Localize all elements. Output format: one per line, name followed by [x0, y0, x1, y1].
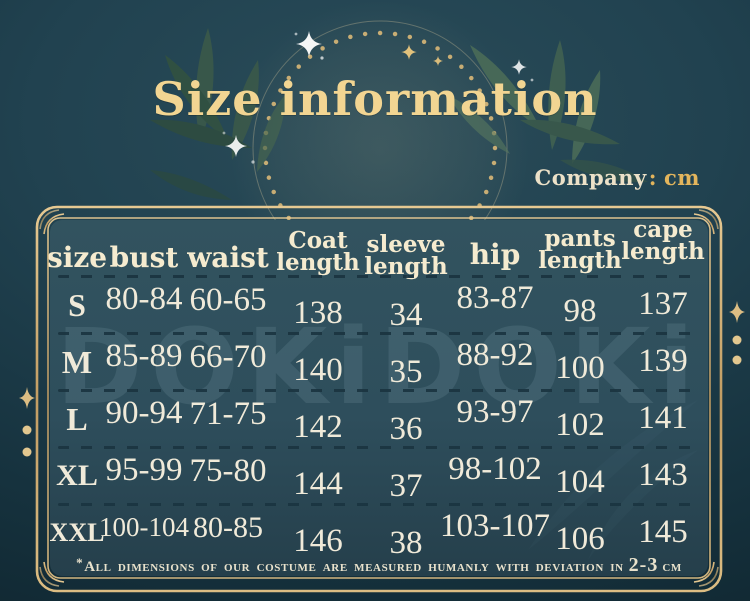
company-label: Company [534, 165, 647, 190]
measurement-unit-note: Company: cm [535, 165, 700, 190]
header-cell-hip: hip [469, 237, 521, 271]
table-cell: 83-87 [456, 279, 534, 316]
page-title: Size information [152, 72, 598, 126]
size-label-cell: M [61, 343, 93, 380]
table-cell: 100 [555, 349, 605, 386]
table-cell: 145 [638, 513, 688, 550]
side-ornament [19, 208, 35, 591]
unit-label: cm [663, 165, 700, 190]
table-row: L 90-94 71-75 142 36 93-97 102 141 [50, 392, 708, 447]
table-cell: 137 [638, 285, 688, 322]
deviation-value: 2-3 [628, 554, 659, 576]
size-label-cell: XXL [49, 518, 105, 547]
table-cell: 139 [638, 342, 688, 379]
table-cell: 90-94 [105, 394, 183, 431]
table-cell: 98-102 [448, 450, 542, 487]
header-cell-bust: bust [109, 240, 179, 274]
side-ornament [729, 208, 745, 591]
table-body: S 80-84 60-65 138 34 83-87 98 137 M 85-89 66-70 140… [49, 275, 708, 561]
size-table: size bust waist Coat length sleeve length … [46, 218, 708, 561]
table-cell: 104 [555, 463, 605, 500]
header-cell-waist: waist [187, 240, 269, 274]
footer-unit: cm [662, 559, 682, 575]
table-cell: 98 [563, 292, 597, 329]
header-cell-pants-length: pants length [538, 224, 622, 275]
size-label-cell: L [66, 400, 88, 437]
table-cell: 75-80 [189, 452, 267, 489]
size-label-cell: S [68, 286, 86, 323]
header-cell-size: size [46, 240, 108, 274]
table-cell: 88-92 [456, 336, 534, 373]
footer-note: *All dimensions of our costume are measu… [50, 554, 708, 577]
table-cell: 85-89 [105, 337, 183, 374]
colon: : [648, 165, 657, 190]
table-row: S 80-84 60-65 138 34 83-87 98 137 [50, 278, 708, 333]
table-cell: 60-65 [189, 281, 267, 318]
footer-text: All dimensions of our costume are measur… [84, 559, 624, 575]
table-cell: 141 [638, 399, 688, 436]
table-row: XL 95-99 75-80 144 37 98-102 104 143 [50, 449, 708, 504]
table-cell: 100-104 [99, 511, 189, 542]
header-cell-coat-length: Coat length [276, 226, 360, 277]
table-cell: 143 [638, 456, 688, 493]
table-header-row: size bust waist Coat length sleeve length … [46, 218, 708, 278]
table-cell: 80-84 [105, 280, 183, 317]
table-cell: 93-97 [456, 393, 534, 430]
table-cell: 80-85 [193, 511, 263, 544]
table-row: M 85-89 66-70 140 35 88-92 100 139 [50, 335, 708, 390]
table-row: XXL 100-104 80-85 146 38 103-107 106 145 [49, 506, 708, 561]
header-cell-cape-length: cape length [621, 215, 705, 266]
table-cell: 71-75 [189, 395, 267, 432]
table-cell: 66-70 [189, 338, 267, 375]
asterisk: * [76, 555, 84, 570]
table-cell: 102 [555, 406, 605, 443]
table-cell: 103-107 [440, 507, 550, 544]
size-label-cell: XL [56, 459, 98, 492]
table-cell: 95-99 [105, 451, 183, 488]
